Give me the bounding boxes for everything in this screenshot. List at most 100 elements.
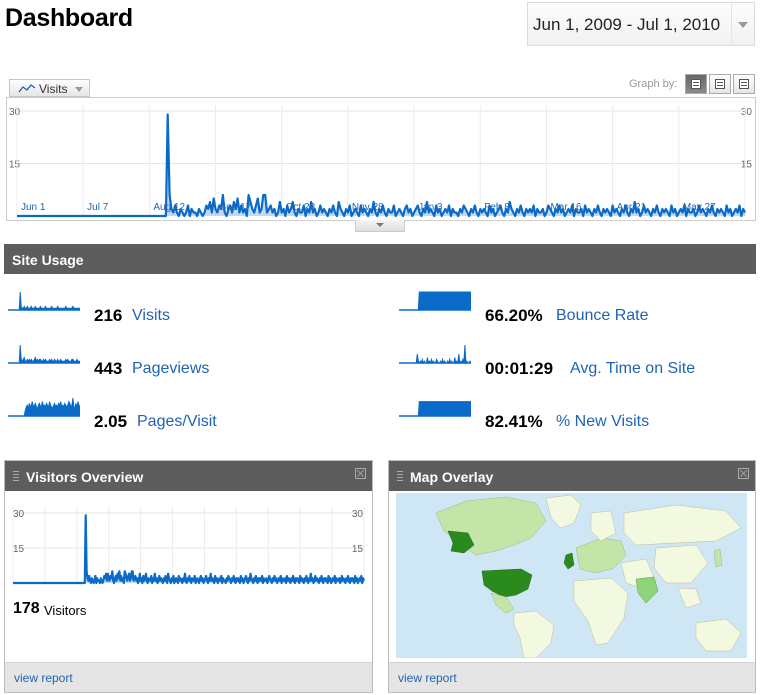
graph-by-week-button[interactable]: [709, 74, 731, 94]
visitors-chart-svg: 30 30 15 15: [12, 507, 366, 585]
map-region-china: [653, 544, 709, 584]
view-report-link[interactable]: view report: [14, 671, 73, 685]
sparkline-line: [8, 344, 80, 364]
usage-value: 2.05: [94, 412, 128, 431]
map-region-india: [635, 576, 659, 604]
usage-bounce-rate: 66.20% Bounce Rate: [399, 291, 754, 325]
map-region-south-america: [513, 610, 555, 658]
map-overlay-footer: view report: [389, 662, 755, 692]
usage-link[interactable]: Pageviews: [132, 360, 210, 377]
visitors-count: 178: [13, 600, 40, 617]
visits-chart-svg: 30 30 15 15 Jun 1 Jul 7 Aug 12 Sep 17 Oct 23 Nov …: [9, 105, 753, 218]
date-range-picker[interactable]: Jun 1, 2009 - Jul 1, 2010: [527, 2, 755, 46]
close-icon[interactable]: [738, 468, 749, 479]
map-region-alaska: [447, 530, 475, 554]
map-region-africa: [573, 577, 629, 646]
map-region-russia: [623, 504, 742, 546]
visitors-count-label: Visitors: [44, 603, 87, 618]
y-tick-label: 15: [352, 544, 364, 555]
sparkline-area: [8, 292, 80, 310]
world-map-svg: [435, 494, 742, 658]
usage-new-visits: 82.41% % New Visits: [399, 397, 754, 431]
y-tick-label: 30: [9, 107, 21, 118]
site-usage-header: Site Usage: [4, 244, 756, 274]
sparkline-area: [8, 345, 80, 363]
visits-chart: 30 30 15 15 Jun 1 Jul 7 Aug 12 Sep 17 Oct 23 Nov …: [6, 97, 756, 221]
usage-link[interactable]: Visits: [132, 307, 170, 324]
x-tick-label: Nov 28: [352, 202, 384, 213]
line-chart-icon: [18, 84, 36, 93]
view-report-link[interactable]: view report: [398, 671, 457, 685]
chevron-down-icon[interactable]: [731, 3, 754, 45]
map-region-usa: [481, 568, 533, 598]
map-region-europe: [575, 537, 627, 574]
month-view-icon: [739, 79, 749, 89]
drag-handle-icon[interactable]: [13, 471, 19, 481]
usage-value: 66.20%: [485, 306, 543, 325]
drag-handle-icon[interactable]: [397, 471, 403, 481]
y-tick-label: 15: [741, 160, 753, 171]
visitors-overview-header[interactable]: Visitors Overview: [5, 461, 372, 491]
map-overlay-title: Map Overlay: [410, 469, 494, 485]
series-line: [12, 514, 366, 585]
x-tick-label: Mar 16: [550, 202, 582, 213]
usage-pages-per-visit: 2.05 Pages/Visit: [8, 397, 368, 431]
usage-link[interactable]: Bounce Rate: [556, 307, 649, 324]
avg-time-sparkline: [399, 344, 471, 365]
x-tick-label: Jan 3: [418, 202, 443, 213]
usage-visits: 216 Visits: [8, 291, 368, 325]
sparkline-area: [399, 345, 471, 363]
usage-link[interactable]: % New Visits: [556, 413, 650, 430]
x-tick-label: Apr 21: [617, 202, 647, 213]
map-overlay-panel: Map Overlay vie: [388, 460, 756, 693]
x-tick-label: May 27: [683, 202, 716, 213]
visits-sparkline: [8, 291, 80, 311]
x-tick-label: Jul 7: [87, 202, 109, 213]
usage-value: 443: [94, 359, 123, 378]
usage-value: 00:01:29: [485, 359, 554, 378]
map-region-uk: [563, 552, 575, 570]
chart-collapse-toggle[interactable]: [355, 220, 405, 232]
world-map[interactable]: [396, 493, 747, 658]
page-title: Dashboard: [5, 4, 133, 32]
x-tick-label: Sep 17: [220, 202, 252, 213]
usage-value: 216: [94, 306, 123, 325]
new-visits-sparkline: [399, 401, 471, 417]
map-region-scandinavia: [590, 510, 617, 542]
map-region-australia: [695, 618, 742, 652]
bounce-rate-sparkline: [399, 291, 471, 311]
usage-link[interactable]: Avg. Time on Site: [570, 360, 696, 377]
x-tick-label: Feb 8: [484, 202, 510, 213]
y-tick-label: 30: [741, 107, 753, 118]
week-view-icon: [715, 79, 725, 89]
y-tick-label: 15: [9, 160, 21, 171]
day-view-icon: [691, 79, 701, 89]
chevron-down-icon: [75, 87, 83, 92]
date-range-text: Jun 1, 2009 - Jul 1, 2010: [533, 15, 721, 34]
y-tick-label: 30: [13, 509, 25, 520]
sparkline-line: [8, 291, 80, 311]
map-region-se-asia: [677, 587, 702, 609]
metric-select-label: Visits: [39, 82, 68, 96]
usage-pageviews: 443 Pageviews: [8, 344, 368, 378]
series-line: [17, 113, 746, 218]
visitors-overview-footer: view report: [5, 662, 372, 692]
close-icon[interactable]: [355, 468, 366, 479]
map-region-greenland: [545, 494, 582, 529]
visitors-overview-panel: Visitors Overview 30 30 15 15 178 Visitors …: [4, 460, 373, 693]
x-tick-label: Oct 23: [286, 202, 316, 213]
map-overlay-header[interactable]: Map Overlay: [389, 461, 755, 491]
map-region-japan: [713, 548, 723, 568]
usage-avg-time: 00:01:29 Avg. Time on Site: [399, 344, 754, 378]
usage-value: 82.41%: [485, 412, 543, 431]
sparkline-line: [399, 344, 471, 365]
map-region-mexico: [490, 592, 515, 614]
usage-link[interactable]: Pages/Visit: [137, 413, 217, 430]
sparkline-area: [399, 292, 471, 310]
y-tick-label: 15: [13, 544, 25, 555]
x-tick-label: Jun 1: [21, 202, 46, 213]
graph-by-month-button[interactable]: [733, 74, 755, 94]
sparkline-area: [399, 401, 471, 416]
metric-select[interactable]: Visits: [9, 79, 90, 97]
graph-by-day-button[interactable]: [685, 74, 707, 94]
